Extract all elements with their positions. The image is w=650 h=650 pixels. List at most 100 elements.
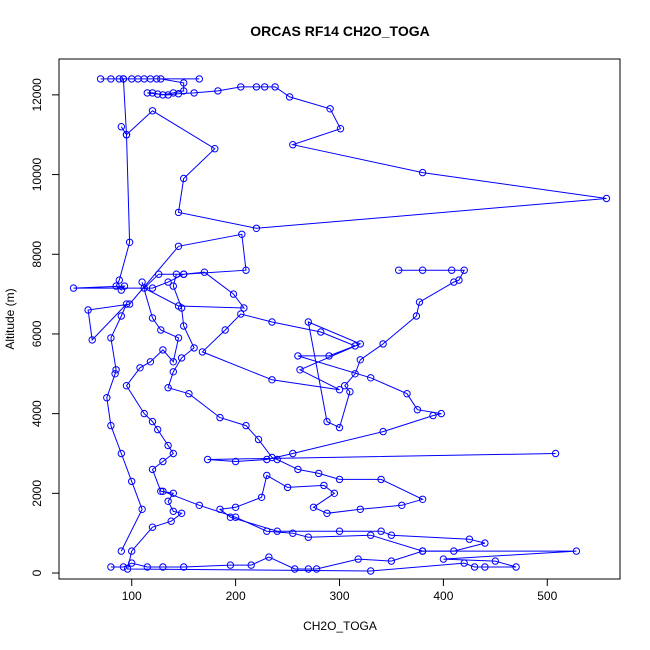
data-point: [226, 561, 235, 569]
chart-title: ORCAS RF14 CH2O_TOGA: [250, 23, 429, 39]
data-point: [263, 471, 271, 480]
data-point: [136, 364, 144, 372]
data-point: [387, 557, 396, 565]
x-tick-label: 500: [537, 589, 557, 603]
data-point: [551, 449, 560, 458]
data-point: [351, 342, 359, 350]
data-point: [117, 312, 126, 320]
data-point: [169, 449, 178, 458]
data-point: [143, 563, 152, 571]
data-point: [465, 535, 474, 543]
data-point: [190, 89, 198, 97]
data-point: [335, 475, 344, 484]
data-point: [261, 83, 269, 91]
data-point: [117, 123, 126, 131]
data-point: [572, 547, 581, 555]
data-point: [107, 421, 115, 430]
data-point: [125, 300, 134, 308]
series-line-group: [107, 270, 489, 573]
data-point: [273, 455, 281, 464]
data-point: [231, 503, 240, 511]
data-point: [195, 75, 204, 83]
data-point: [169, 368, 178, 376]
data-point: [309, 503, 318, 511]
data-point: [268, 318, 276, 326]
data-point: [169, 489, 178, 497]
data-point: [140, 409, 148, 418]
data-point: [148, 465, 157, 474]
data-point: [190, 344, 198, 352]
data-point: [294, 465, 302, 474]
data-point: [304, 318, 312, 326]
y-tick-label: 10000: [30, 158, 44, 192]
data-point: [111, 370, 119, 378]
data-point: [103, 394, 111, 402]
data-point: [164, 384, 172, 392]
data-point: [317, 328, 325, 336]
y-tick-label: 12000: [30, 78, 44, 112]
data-point: [289, 449, 297, 458]
series-line: [73, 78, 247, 552]
data-point: [107, 563, 115, 571]
y-tick-label: 0: [30, 569, 44, 576]
data-point: [211, 145, 219, 153]
data-point: [602, 194, 611, 203]
data-point: [174, 334, 183, 342]
x-tick-label: 200: [226, 589, 246, 603]
data-point: [377, 475, 385, 484]
data-point: [285, 93, 294, 101]
series-line-group: [122, 278, 581, 575]
data-point: [169, 282, 178, 290]
data-point: [159, 563, 167, 571]
data-point: [315, 469, 323, 478]
data-point: [304, 533, 312, 541]
x-tick-label: 100: [122, 589, 142, 603]
data-point: [418, 266, 427, 274]
data-point: [429, 411, 437, 420]
data-point: [174, 208, 183, 217]
data-point: [216, 413, 224, 422]
series-line: [100, 78, 607, 229]
data-point: [470, 563, 479, 571]
data-point: [296, 366, 304, 374]
data-point: [448, 266, 456, 274]
data-point: [198, 348, 207, 356]
data-point: [148, 107, 157, 115]
data-point: [203, 455, 212, 464]
plot-frame: [58, 58, 621, 580]
data-point: [120, 282, 129, 290]
data-point: [304, 565, 312, 573]
data-point: [180, 174, 188, 183]
data-point: [169, 507, 178, 515]
data-point: [157, 326, 165, 334]
data-point: [367, 567, 375, 575]
data-point: [439, 555, 448, 563]
data-point: [159, 487, 167, 495]
data-point: [164, 91, 172, 99]
data-point: [123, 565, 132, 573]
data-point: [174, 90, 183, 98]
data-point: [117, 547, 126, 555]
data-point: [336, 125, 345, 133]
data-point: [159, 91, 167, 99]
data-point: [180, 270, 188, 278]
x-tick-label: 400: [433, 589, 453, 603]
data-point: [418, 495, 427, 503]
data-point: [177, 509, 186, 517]
data-point: [242, 266, 250, 274]
data-point: [154, 425, 162, 434]
data-point: [257, 493, 266, 501]
data-point: [252, 83, 261, 91]
data-point: [351, 370, 359, 378]
data-point: [263, 455, 271, 464]
data-point: [237, 83, 245, 91]
series-line: [201, 269, 556, 463]
data-point: [195, 501, 204, 509]
x-axis: 100 200 300 400 500: [122, 578, 558, 603]
data-point: [254, 435, 263, 444]
data-point: [325, 352, 333, 360]
data-point: [180, 322, 188, 330]
data-point: [200, 268, 209, 276]
data-point: [88, 336, 96, 344]
